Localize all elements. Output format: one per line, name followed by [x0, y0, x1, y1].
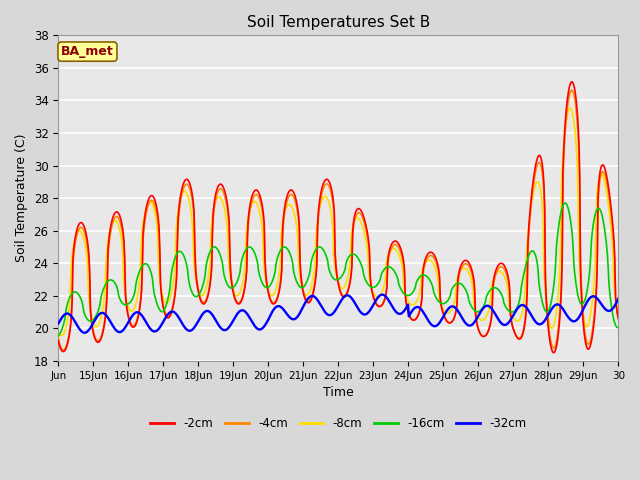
- Y-axis label: Soil Temperature (C): Soil Temperature (C): [15, 134, 28, 263]
- Text: BA_met: BA_met: [61, 45, 114, 58]
- Legend: -2cm, -4cm, -8cm, -16cm, -32cm: -2cm, -4cm, -8cm, -16cm, -32cm: [146, 412, 531, 435]
- Title: Soil Temperatures Set B: Soil Temperatures Set B: [247, 15, 430, 30]
- X-axis label: Time: Time: [323, 386, 354, 399]
